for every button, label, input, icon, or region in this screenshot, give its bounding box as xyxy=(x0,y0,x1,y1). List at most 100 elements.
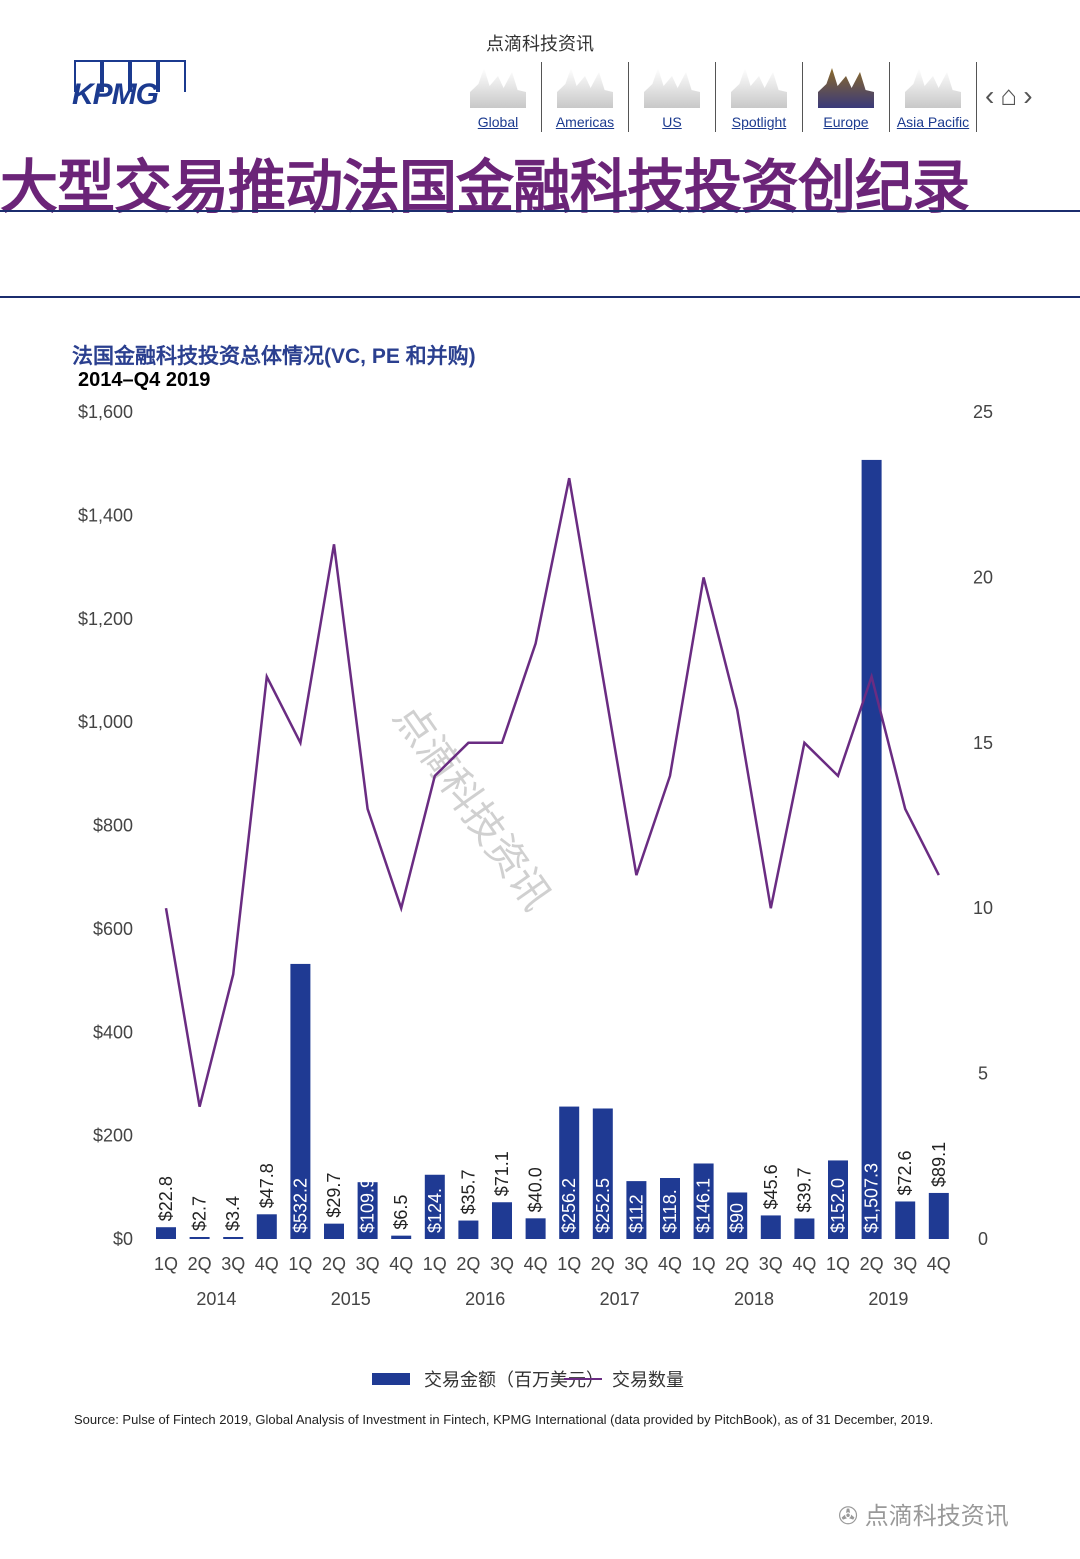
nav-label[interactable]: Global xyxy=(477,114,519,130)
bar-data-label: $124. xyxy=(425,1188,445,1233)
bar xyxy=(592,1108,613,1239)
legend-bar-label: 交易金额（百万美元） xyxy=(424,1370,604,1390)
bar xyxy=(828,1160,848,1239)
bar xyxy=(156,1227,176,1239)
bar-data-label: $45.6 xyxy=(761,1164,781,1209)
watermark-text: 点滴科技资讯 xyxy=(864,1503,1009,1530)
x-axis-year-label: 2014 xyxy=(196,1289,236,1309)
bar-data-label: $72.6 xyxy=(895,1150,915,1195)
right-axis-tick: 0 xyxy=(978,1229,988,1249)
left-axis-tick: $200 xyxy=(93,1126,133,1146)
left-axis-tick: $800 xyxy=(93,816,133,836)
nav-arrows: ‹ ⌂ › xyxy=(985,80,1033,112)
bar-data-label: $6.5 xyxy=(391,1195,411,1230)
bar-data-label: $22.8 xyxy=(156,1176,176,1221)
x-axis-quarter-label: 1Q xyxy=(154,1254,178,1274)
legend: 交易金额（百万美元） 交易数量 xyxy=(372,1366,684,1392)
bar xyxy=(424,1174,445,1239)
bar xyxy=(223,1237,244,1239)
bar xyxy=(525,1218,546,1239)
right-axis-tick: 5 xyxy=(978,1064,988,1084)
bar xyxy=(794,1218,815,1239)
bar-data-label: $40.0 xyxy=(526,1167,546,1212)
kpmg-logo: KPMG xyxy=(72,60,190,112)
bar-data-label: $252.5 xyxy=(593,1178,613,1233)
nav-label[interactable]: Europe xyxy=(823,114,869,130)
x-axis-quarter-label: 3Q xyxy=(356,1254,380,1274)
bar-data-label: $109.9 xyxy=(358,1178,378,1233)
brand-text: 点滴科技资讯 xyxy=(486,34,594,54)
right-axis-tick: 10 xyxy=(973,898,993,918)
left-axis-tick: $1,400 xyxy=(78,505,133,525)
right-axis-tick: 15 xyxy=(973,733,993,753)
legend-bar-swatch xyxy=(372,1373,410,1385)
nav-label[interactable]: US xyxy=(662,114,682,130)
bar xyxy=(324,1223,344,1239)
nav-item-spotlight[interactable]: Spotlight xyxy=(716,62,803,132)
left-axis-tick: $1,600 xyxy=(78,402,133,422)
left-axis-tick: $1,000 xyxy=(78,712,133,732)
bar xyxy=(256,1214,277,1239)
nav-item-americas[interactable]: Americas xyxy=(542,62,629,132)
legend-line-label: 交易数量 xyxy=(612,1370,684,1390)
nav-item-us[interactable]: US xyxy=(629,62,716,132)
nav-item-europe[interactable]: Europe xyxy=(803,62,890,132)
x-axis-quarter-label: 2Q xyxy=(591,1254,615,1274)
nav-label[interactable]: Americas xyxy=(555,114,615,130)
bar xyxy=(357,1182,378,1239)
bar xyxy=(660,1178,680,1239)
bar xyxy=(391,1235,412,1239)
divider xyxy=(0,296,1080,298)
wechat-icon: ✇ xyxy=(838,1503,865,1530)
nav-label[interactable]: Asia Pacific xyxy=(896,114,970,130)
nav-label[interactable]: Spotlight xyxy=(731,114,787,130)
x-axis-year-label: 2015 xyxy=(331,1289,371,1309)
bar-data-label: $90 xyxy=(727,1203,747,1233)
bar-data-label: $1,507.3 xyxy=(862,1163,882,1233)
source-note: Source: Pulse of Fintech 2019, Global An… xyxy=(74,1412,934,1427)
right-axis-tick: 20 xyxy=(973,567,993,587)
x-axis-quarter-label: 4Q xyxy=(927,1254,951,1274)
x-axis-quarter-label: 2Q xyxy=(322,1254,346,1274)
x-axis-quarter-label: 4Q xyxy=(389,1254,413,1274)
bar-data-label: $112 xyxy=(626,1194,646,1233)
bar xyxy=(928,1192,949,1239)
bar xyxy=(895,1201,916,1239)
bar xyxy=(727,1192,748,1239)
divider xyxy=(0,210,1080,212)
bar-data-label: $2.7 xyxy=(190,1196,210,1231)
bar-data-label: $118. xyxy=(660,1189,680,1233)
bar-data-label: $35.7 xyxy=(458,1170,478,1215)
nav-item-global[interactable]: Global xyxy=(455,62,542,132)
bar-data-label: $3.4 xyxy=(223,1196,243,1231)
chart-title: 法国金融科技投资总体情况(VC, PE 和并购) xyxy=(72,345,476,368)
bar-data-label: $146.1 xyxy=(694,1178,714,1233)
bar xyxy=(693,1163,714,1239)
x-axis-year-label: 2018 xyxy=(734,1289,774,1309)
bar xyxy=(458,1220,479,1239)
bar-data-label: $71.1 xyxy=(492,1151,512,1196)
x-axis-quarter-label: 4Q xyxy=(792,1254,816,1274)
x-axis-quarter-label: 1Q xyxy=(692,1254,716,1274)
x-axis-quarter-label: 1Q xyxy=(423,1254,447,1274)
chart-subtitle: 2014–Q4 2019 xyxy=(78,369,211,391)
x-axis-quarter-label: 3Q xyxy=(624,1254,648,1274)
x-axis-quarter-label: 3Q xyxy=(490,1254,514,1274)
bar xyxy=(861,459,882,1239)
next-icon[interactable]: › xyxy=(1023,80,1033,111)
right-axis-tick: 25 xyxy=(973,402,993,422)
nav-item-asia-pacific[interactable]: Asia Pacific xyxy=(890,62,977,132)
prev-icon[interactable]: ‹ xyxy=(985,80,995,111)
deal-count-line xyxy=(164,477,940,1107)
left-axis-tick: $600 xyxy=(93,919,133,939)
x-axis-year-label: 2019 xyxy=(868,1289,908,1309)
home-icon[interactable]: ⌂ xyxy=(1000,80,1018,111)
bar xyxy=(492,1202,512,1239)
bar xyxy=(189,1237,210,1239)
bar xyxy=(290,963,311,1239)
headline: 大型交易推动法国金融科技投资创纪录 xyxy=(0,153,970,221)
bar xyxy=(760,1215,781,1239)
x-axis-quarter-label: 1Q xyxy=(288,1254,312,1274)
